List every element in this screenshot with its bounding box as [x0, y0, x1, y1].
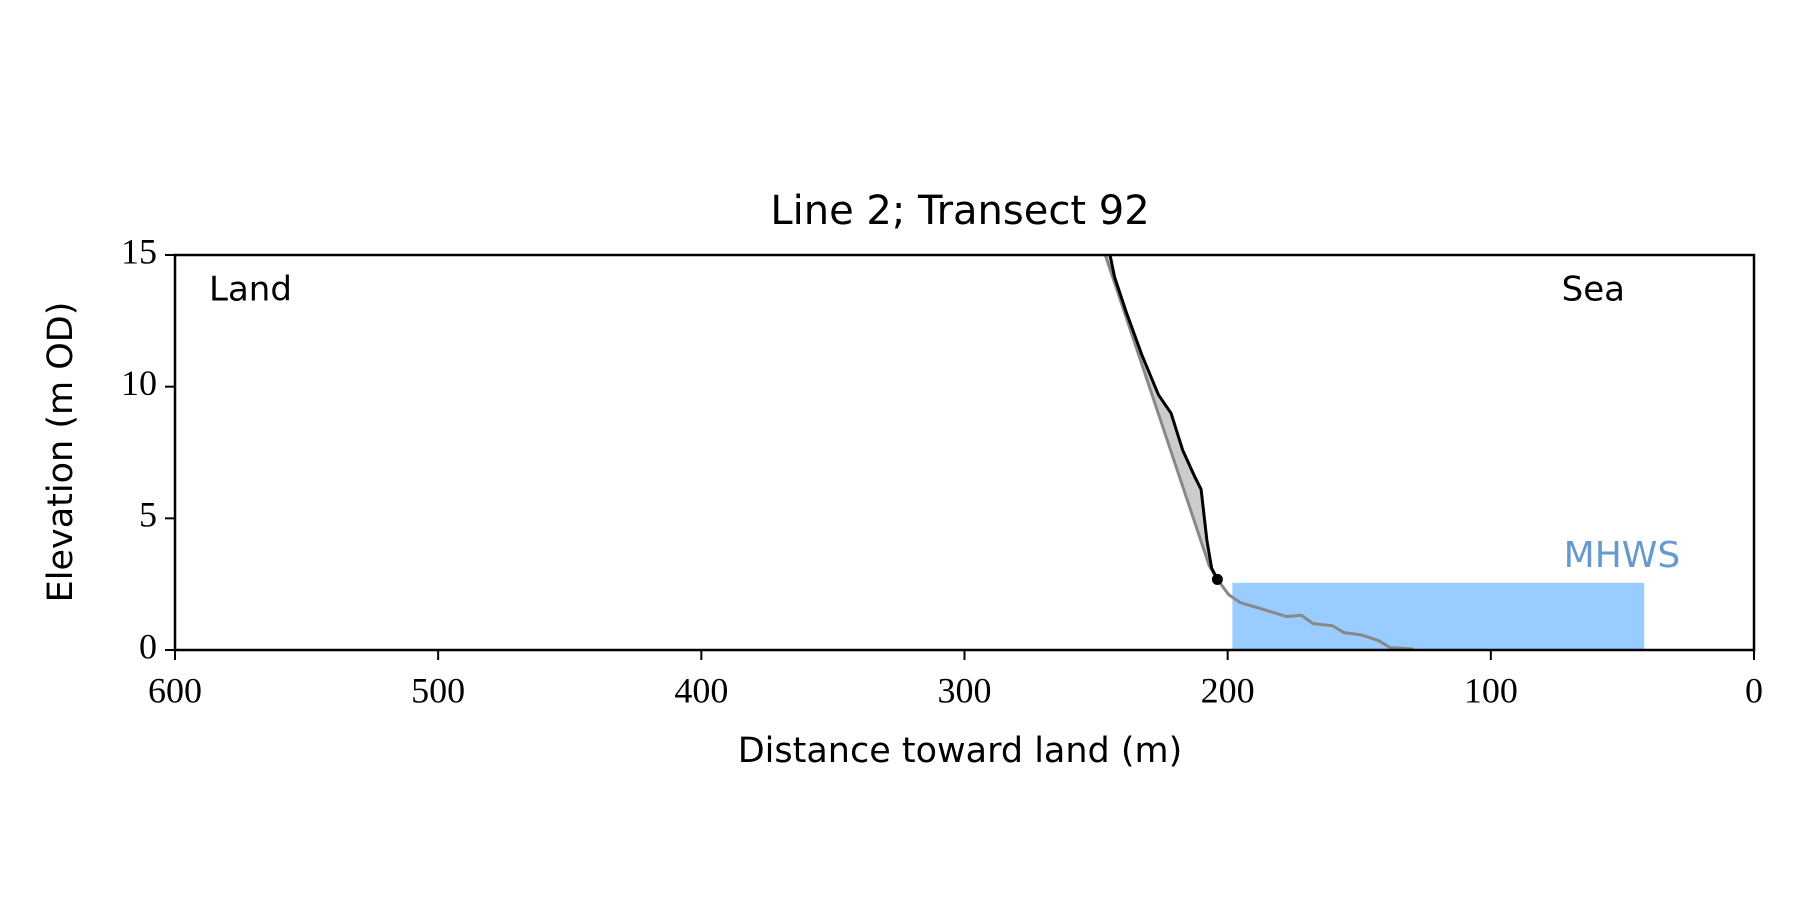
profile-line	[1103, 255, 1414, 650]
y-tick-label: 5	[139, 495, 157, 535]
y-tick-label: 0	[139, 626, 157, 666]
x-tick-label: 500	[411, 670, 465, 710]
x-tick-label: 300	[938, 670, 992, 710]
land-annotation: Land	[209, 270, 292, 310]
mhws-label: MHWS	[1564, 535, 1681, 576]
y-axis-label: Elevation (m OD)	[41, 302, 81, 603]
profile-line	[1108, 255, 1219, 581]
x-tick-label: 0	[1745, 670, 1763, 710]
x-axis-label: Distance toward land (m)	[738, 731, 1183, 771]
x-tick-label: 100	[1464, 670, 1518, 710]
sea-annotation: Sea	[1562, 270, 1625, 310]
profile-end-point	[1211, 573, 1223, 585]
y-tick-label: 10	[121, 363, 157, 403]
y-tick-label: 15	[121, 231, 157, 271]
chart-title: Line 2; Transect 92	[770, 188, 1149, 234]
x-tick-label: 200	[1201, 670, 1255, 710]
x-tick-label: 600	[148, 670, 202, 710]
x-tick-label: 400	[674, 670, 728, 710]
